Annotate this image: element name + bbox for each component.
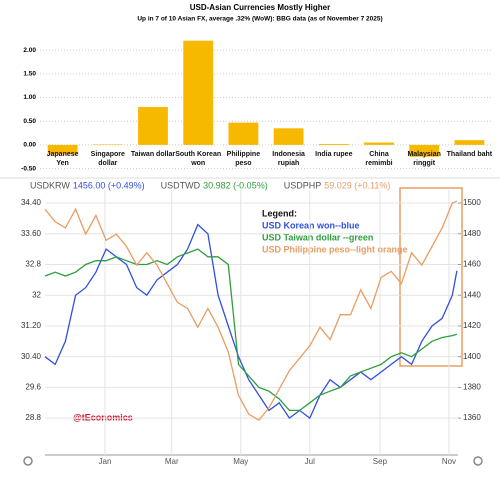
bar [409, 144, 440, 157]
y-tick-label: -0.50 [21, 165, 36, 172]
y2-tick-label: 1380 [463, 383, 481, 392]
y2-tick-label: 1460 [463, 260, 481, 269]
y-tick-label: 34.40 [21, 198, 42, 207]
series-line [44, 223, 458, 420]
x-tick-label: Jul [305, 457, 315, 466]
legend-quote: 30.982 (-0.05%) [203, 180, 268, 190]
annotation: USD Taiwan dollar --green [262, 232, 373, 242]
y-tick-label: 32 [32, 290, 41, 299]
y-tick-label: 31.20 [21, 321, 42, 330]
x-tick-label: Philippine peso [226, 150, 261, 167]
highlight-box [399, 187, 463, 367]
bar [92, 144, 123, 145]
x-tick-label: South Korean won [175, 150, 222, 167]
y2-tick-label: 1420 [463, 321, 481, 330]
bar [318, 143, 349, 145]
y-tick-label: 33.60 [21, 229, 42, 238]
chart-subtitle: Up in 7 of 10 Asian FX, average .32% (Wo… [137, 16, 382, 23]
x-tick-label: Japanese Yen [46, 150, 79, 167]
x-tick-label: Mar [165, 457, 179, 466]
y-tick-label: 1.50 [23, 71, 36, 78]
x-tick-label: China remimbi [365, 150, 393, 167]
y2-tick-label: 1360 [463, 413, 481, 422]
y2-tick-label: 1440 [463, 290, 481, 299]
annotation: Legend: [262, 208, 297, 218]
bar [454, 140, 485, 145]
series-line [44, 200, 458, 422]
y-tick-label: 29.6 [25, 383, 41, 392]
y2-tick-label: 1480 [463, 229, 481, 238]
x-tick-label: Malaysian ringgit [407, 150, 441, 167]
y-tick-label: 0.00 [23, 142, 36, 149]
x-tick-label: May [233, 457, 248, 466]
x-tick-label: Taiwan dollar [130, 150, 176, 158]
legend-name: USDKRW [30, 180, 70, 190]
bar [183, 40, 214, 145]
y-tick-label: 2.00 [23, 47, 36, 54]
legend-name: USDTWD [161, 180, 201, 190]
annotation: USD Philippine peso--light orange [262, 244, 408, 254]
y-tick-label: 0.50 [23, 118, 36, 125]
gear-icon[interactable] [473, 456, 483, 466]
legend-name: USDPHP [284, 180, 322, 190]
legend-quote: 59.029 (+0.11%) [324, 180, 390, 190]
y2-tick-label: 1500 [463, 198, 481, 207]
x-tick-label: Jan [99, 457, 112, 466]
bar [138, 107, 168, 145]
x-tick-label: Indonesia rupiah [272, 150, 305, 167]
chart-title: USD-Asian Currencies Mostly Higher [190, 3, 330, 12]
y-tick-label: 32.8 [25, 260, 41, 269]
bar [273, 128, 304, 145]
gear-icon[interactable] [23, 456, 33, 466]
x-tick-label: Thailand baht [446, 150, 493, 158]
bar [228, 122, 259, 145]
annotation: @tEconomics [73, 412, 133, 422]
annotation: USD Korean won--blue [262, 220, 360, 230]
x-tick-label: Singapore dollar [90, 150, 125, 167]
x-tick-label: Nov [442, 457, 456, 466]
y2-tick-label: 1400 [463, 352, 481, 361]
x-tick-label: Sep [373, 457, 388, 466]
x-tick-label: India rupee [315, 150, 353, 158]
legend-quote: 1456.00 (+0.49%) [73, 180, 145, 190]
y-tick-label: 30.40 [21, 352, 42, 361]
bar [47, 144, 78, 155]
bar [364, 142, 394, 145]
series-line [44, 248, 458, 412]
y-tick-label: 1.00 [23, 94, 36, 101]
y-tick-label: 28.8 [25, 413, 41, 422]
